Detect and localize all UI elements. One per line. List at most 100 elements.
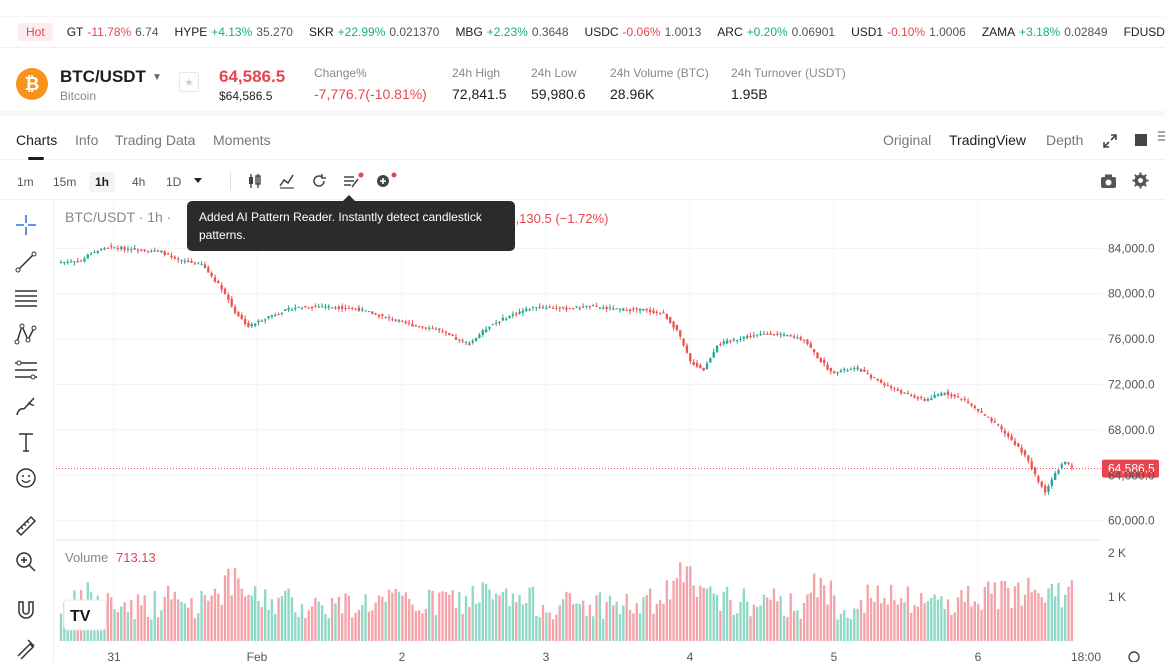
tab-charts[interactable]: Charts bbox=[16, 132, 58, 148]
candle-body bbox=[63, 261, 66, 263]
volume-bar bbox=[953, 612, 956, 641]
ticker-item[interactable]: USD1 -0.10% 1.0006 bbox=[851, 25, 966, 39]
ticker-item[interactable]: GT -11.78% 6.74 bbox=[67, 25, 159, 39]
volume-bar bbox=[669, 599, 672, 641]
tab-trading-data[interactable]: Trading Data bbox=[115, 132, 196, 148]
fullscreen-icon[interactable] bbox=[1101, 132, 1119, 150]
candle-body bbox=[431, 327, 434, 329]
view-tradingview[interactable]: TradingView bbox=[949, 132, 1027, 148]
tab-moments[interactable]: Moments bbox=[213, 132, 271, 148]
ticker-item[interactable]: MBG +2.23% 0.3648 bbox=[455, 25, 568, 39]
indicators-icon[interactable] bbox=[278, 172, 296, 190]
price-axis-tick: 68,000.0 bbox=[1108, 423, 1155, 437]
brush-icon[interactable] bbox=[14, 394, 38, 418]
volume-bar bbox=[1007, 587, 1010, 641]
candle-body bbox=[324, 306, 327, 308]
volume-bar bbox=[699, 585, 702, 641]
volume-bar bbox=[448, 594, 451, 641]
candle-body bbox=[367, 311, 371, 313]
volume-bar bbox=[511, 593, 515, 641]
fib-retracement-icon[interactable] bbox=[14, 358, 38, 382]
interval-1d[interactable]: 1D bbox=[166, 175, 182, 189]
horizontal-lines-icon[interactable] bbox=[14, 286, 38, 310]
ticker-item[interactable]: HYPE +4.13% 35.270 bbox=[175, 25, 293, 39]
candlestick-chart[interactable]: BTC/USDT · 1h · -1,130.5 (−1.72%) 64,586… bbox=[56, 200, 1165, 664]
ruler-icon[interactable] bbox=[14, 514, 38, 538]
volume-bar bbox=[290, 597, 294, 641]
candle-body bbox=[227, 294, 230, 301]
pair-name: BTC/USDT bbox=[60, 67, 146, 86]
text-tool-icon[interactable] bbox=[14, 430, 38, 454]
magnet-icon[interactable] bbox=[14, 598, 38, 622]
hot-badge[interactable]: Hot bbox=[18, 23, 53, 41]
ticker-change: +4.13% bbox=[211, 25, 253, 39]
candle-type-icon[interactable] bbox=[246, 172, 264, 190]
ticker-item[interactable]: SKR +22.99% 0.021370 bbox=[309, 25, 439, 39]
candle-body bbox=[411, 323, 414, 327]
candle-body bbox=[361, 309, 364, 311]
candle-body bbox=[699, 365, 702, 369]
view-depth[interactable]: Depth bbox=[1046, 132, 1084, 148]
volume-bar bbox=[364, 594, 367, 641]
candle-body bbox=[652, 310, 655, 314]
volume-bar bbox=[351, 617, 354, 641]
stat-volume-label: 24h Volume (BTC) bbox=[610, 66, 709, 80]
time-axis-settings-icon[interactable] bbox=[1128, 651, 1140, 663]
menu-icon[interactable] bbox=[1158, 130, 1165, 142]
add-indicator-icon[interactable] bbox=[374, 172, 398, 190]
favorite-star-icon[interactable]: ★ bbox=[179, 72, 199, 92]
ticker-item[interactable]: ARC +0.20% 0.06901 bbox=[717, 25, 835, 39]
candle-body bbox=[79, 260, 83, 262]
interval-1m[interactable]: 1m bbox=[17, 175, 34, 189]
volume-bar bbox=[330, 597, 334, 641]
replay-icon[interactable] bbox=[310, 172, 328, 190]
volume-bar bbox=[859, 600, 863, 641]
chart-area[interactable]: BTC/USDT · 1h · -1,130.5 (−1.72%) 64,586… bbox=[56, 200, 1165, 664]
crosshair-icon[interactable] bbox=[14, 213, 38, 237]
volume-bar bbox=[973, 601, 976, 641]
interval-4h[interactable]: 4h bbox=[132, 175, 146, 189]
tab-info[interactable]: Info bbox=[75, 132, 99, 148]
ticker-price: 6.74 bbox=[135, 25, 159, 39]
candle-body bbox=[123, 247, 126, 250]
volume-bar bbox=[906, 586, 910, 641]
volume-bar bbox=[518, 594, 521, 641]
volume-bar bbox=[759, 605, 762, 641]
view-original[interactable]: Original bbox=[883, 132, 932, 148]
candle-body bbox=[310, 306, 314, 308]
ai-pattern-reader-icon[interactable] bbox=[342, 172, 364, 190]
interval-1h[interactable]: 1h bbox=[89, 172, 116, 192]
candle-body bbox=[260, 320, 264, 322]
volume-bar bbox=[381, 596, 384, 641]
volume-bar bbox=[1010, 607, 1013, 641]
volume-bar bbox=[1020, 605, 1023, 641]
layout-icon[interactable] bbox=[1134, 133, 1148, 147]
draw-lock-icon[interactable] bbox=[14, 636, 38, 660]
interval-dropdown-icon[interactable] bbox=[193, 177, 203, 185]
volume-bar bbox=[1013, 586, 1017, 641]
candle-body bbox=[538, 306, 541, 308]
candle-body bbox=[525, 308, 528, 311]
volume-bar bbox=[762, 594, 766, 641]
emoji-icon[interactable] bbox=[14, 466, 38, 490]
candle-body bbox=[83, 258, 86, 262]
interval-15m[interactable]: 15m bbox=[53, 175, 77, 189]
volume-bar bbox=[729, 600, 732, 641]
pair-selector[interactable]: BTC/USDT ▼ bbox=[60, 67, 162, 87]
ticker-symbol: USD1 bbox=[851, 25, 884, 39]
volume-bar bbox=[545, 612, 548, 641]
pattern-tool-icon[interactable] bbox=[14, 322, 38, 346]
volume-bar bbox=[863, 612, 866, 641]
candle-body bbox=[625, 309, 628, 312]
ticker-item[interactable]: ZAMA +3.18% 0.02849 bbox=[982, 25, 1108, 39]
ticker-item[interactable]: FDUSD-0 bbox=[1124, 25, 1165, 39]
screenshot-camera-icon[interactable] bbox=[1100, 173, 1117, 189]
zoom-in-icon[interactable] bbox=[14, 550, 38, 574]
settings-gear-icon[interactable] bbox=[1132, 172, 1149, 189]
volume-bar bbox=[997, 609, 1000, 641]
candle-body bbox=[853, 368, 856, 370]
candle-body bbox=[987, 416, 990, 418]
ticker-item[interactable]: USDC -0.06% 1.0013 bbox=[585, 25, 702, 39]
trend-line-icon[interactable] bbox=[14, 250, 38, 274]
candle-body bbox=[140, 249, 143, 251]
